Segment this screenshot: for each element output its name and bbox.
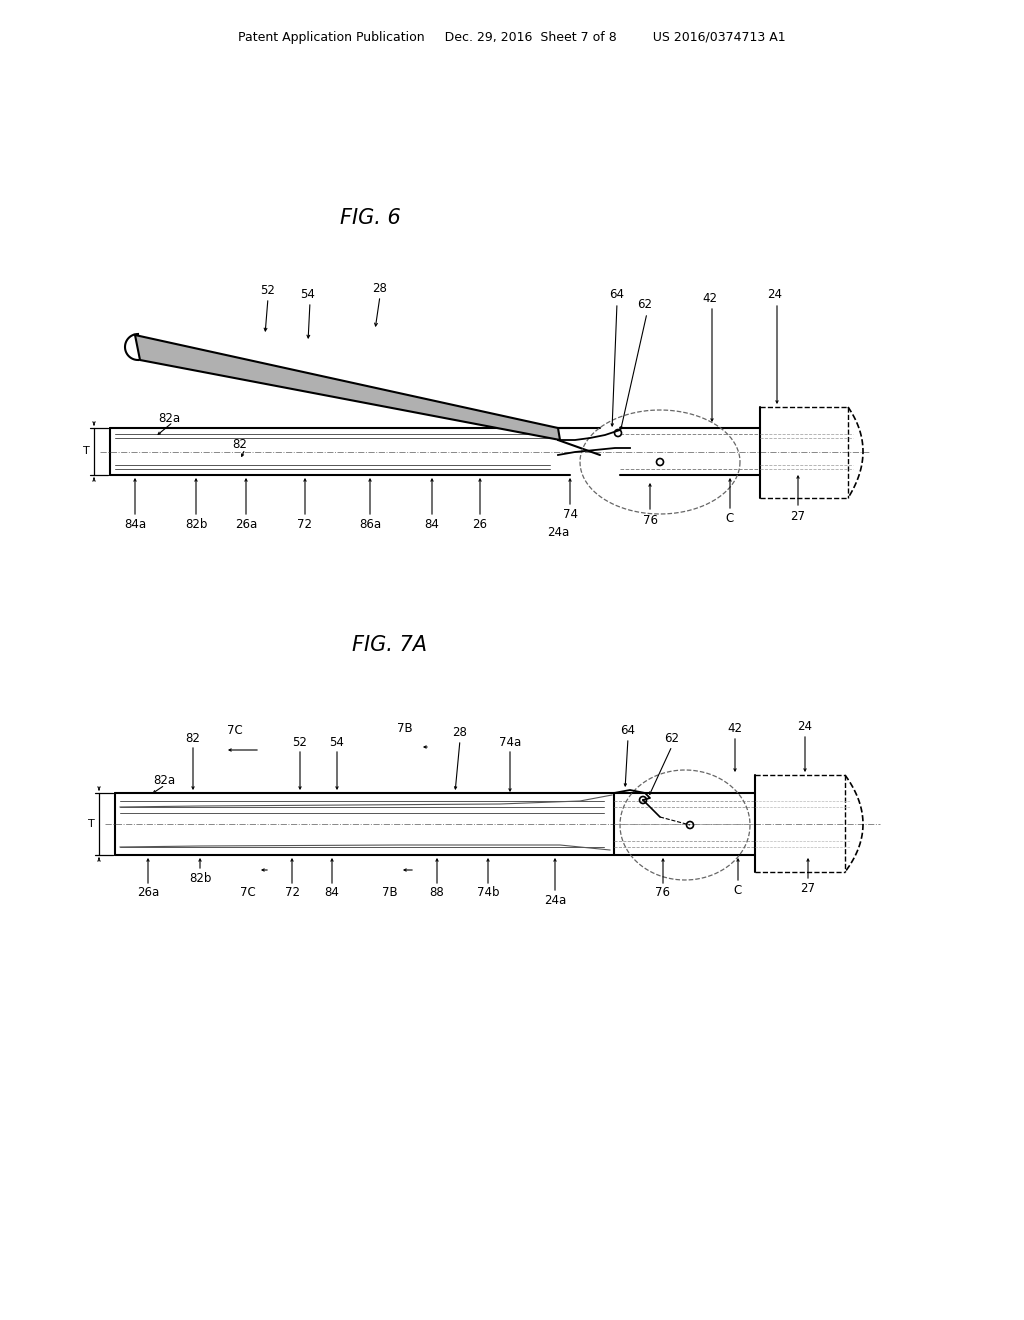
Text: 42: 42 (727, 722, 742, 734)
Text: FIG. 7A: FIG. 7A (352, 635, 427, 655)
Text: 82a: 82a (158, 412, 180, 425)
Text: 64: 64 (621, 723, 636, 737)
Text: 88: 88 (430, 887, 444, 899)
Text: 64: 64 (609, 289, 625, 301)
Text: 7C: 7C (240, 887, 256, 899)
Text: 72: 72 (298, 519, 312, 532)
Text: 82: 82 (232, 438, 248, 451)
Text: 82: 82 (185, 731, 201, 744)
Text: 24: 24 (768, 289, 782, 301)
Text: 24: 24 (798, 719, 812, 733)
Text: Patent Application Publication     Dec. 29, 2016  Sheet 7 of 8         US 2016/0: Patent Application Publication Dec. 29, … (239, 32, 785, 45)
Text: 26a: 26a (137, 887, 159, 899)
Text: 42: 42 (702, 292, 718, 305)
Text: 76: 76 (642, 513, 657, 527)
Text: 62: 62 (638, 298, 652, 312)
Text: FIG. 6: FIG. 6 (340, 209, 400, 228)
Text: 84a: 84a (124, 519, 146, 532)
Text: 7B: 7B (397, 722, 413, 734)
Text: 52: 52 (293, 735, 307, 748)
Text: 24a: 24a (544, 894, 566, 907)
Text: 86a: 86a (359, 519, 381, 532)
Text: 74b: 74b (477, 887, 500, 899)
Text: 82b: 82b (188, 871, 211, 884)
Text: 62: 62 (665, 731, 680, 744)
Text: 82b: 82b (184, 519, 207, 532)
Text: 74a: 74a (499, 735, 521, 748)
Text: 54: 54 (330, 735, 344, 748)
Polygon shape (135, 335, 560, 440)
Text: 84: 84 (325, 887, 339, 899)
Text: 72: 72 (285, 887, 299, 899)
Text: 28: 28 (373, 281, 387, 294)
Text: T: T (83, 446, 89, 457)
Text: T: T (88, 818, 94, 829)
Text: 82a: 82a (153, 774, 175, 787)
Text: C: C (734, 883, 742, 896)
Text: 7C: 7C (227, 723, 243, 737)
Text: 52: 52 (260, 284, 275, 297)
Text: 76: 76 (655, 887, 671, 899)
Text: 27: 27 (801, 882, 815, 895)
Text: 84: 84 (425, 519, 439, 532)
Text: 28: 28 (453, 726, 467, 739)
Text: 27: 27 (791, 510, 806, 523)
Text: 26a: 26a (234, 519, 257, 532)
Text: C: C (726, 512, 734, 525)
Text: 54: 54 (301, 289, 315, 301)
Text: 24a: 24a (547, 527, 569, 540)
Text: 26: 26 (472, 519, 487, 532)
Text: 74: 74 (562, 508, 578, 521)
Text: 7B: 7B (382, 887, 397, 899)
